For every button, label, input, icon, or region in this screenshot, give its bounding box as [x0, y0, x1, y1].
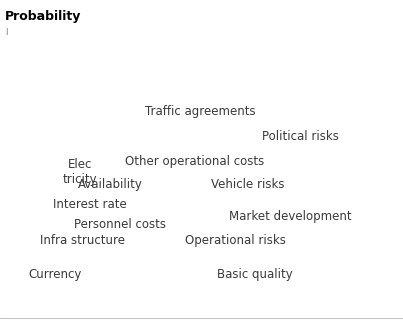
Text: Political risks: Political risks: [262, 130, 339, 143]
Text: Infra structure: Infra structure: [40, 234, 125, 247]
Text: Elec
tricity: Elec tricity: [63, 158, 97, 186]
Text: Other operational costs: Other operational costs: [125, 155, 265, 168]
Text: Probability: Probability: [5, 10, 81, 23]
Text: Interest rate: Interest rate: [53, 198, 127, 211]
Text: |: |: [5, 28, 7, 35]
Text: Basic quality: Basic quality: [217, 268, 293, 281]
Text: Operational risks: Operational risks: [185, 234, 285, 247]
Text: Traffic agreements: Traffic agreements: [145, 105, 256, 118]
Text: Availability: Availability: [77, 178, 142, 191]
Text: Vehicle risks: Vehicle risks: [211, 178, 285, 191]
Text: Market development: Market development: [229, 210, 351, 223]
Text: Personnel costs: Personnel costs: [74, 218, 166, 231]
Text: Currency: Currency: [28, 268, 82, 281]
